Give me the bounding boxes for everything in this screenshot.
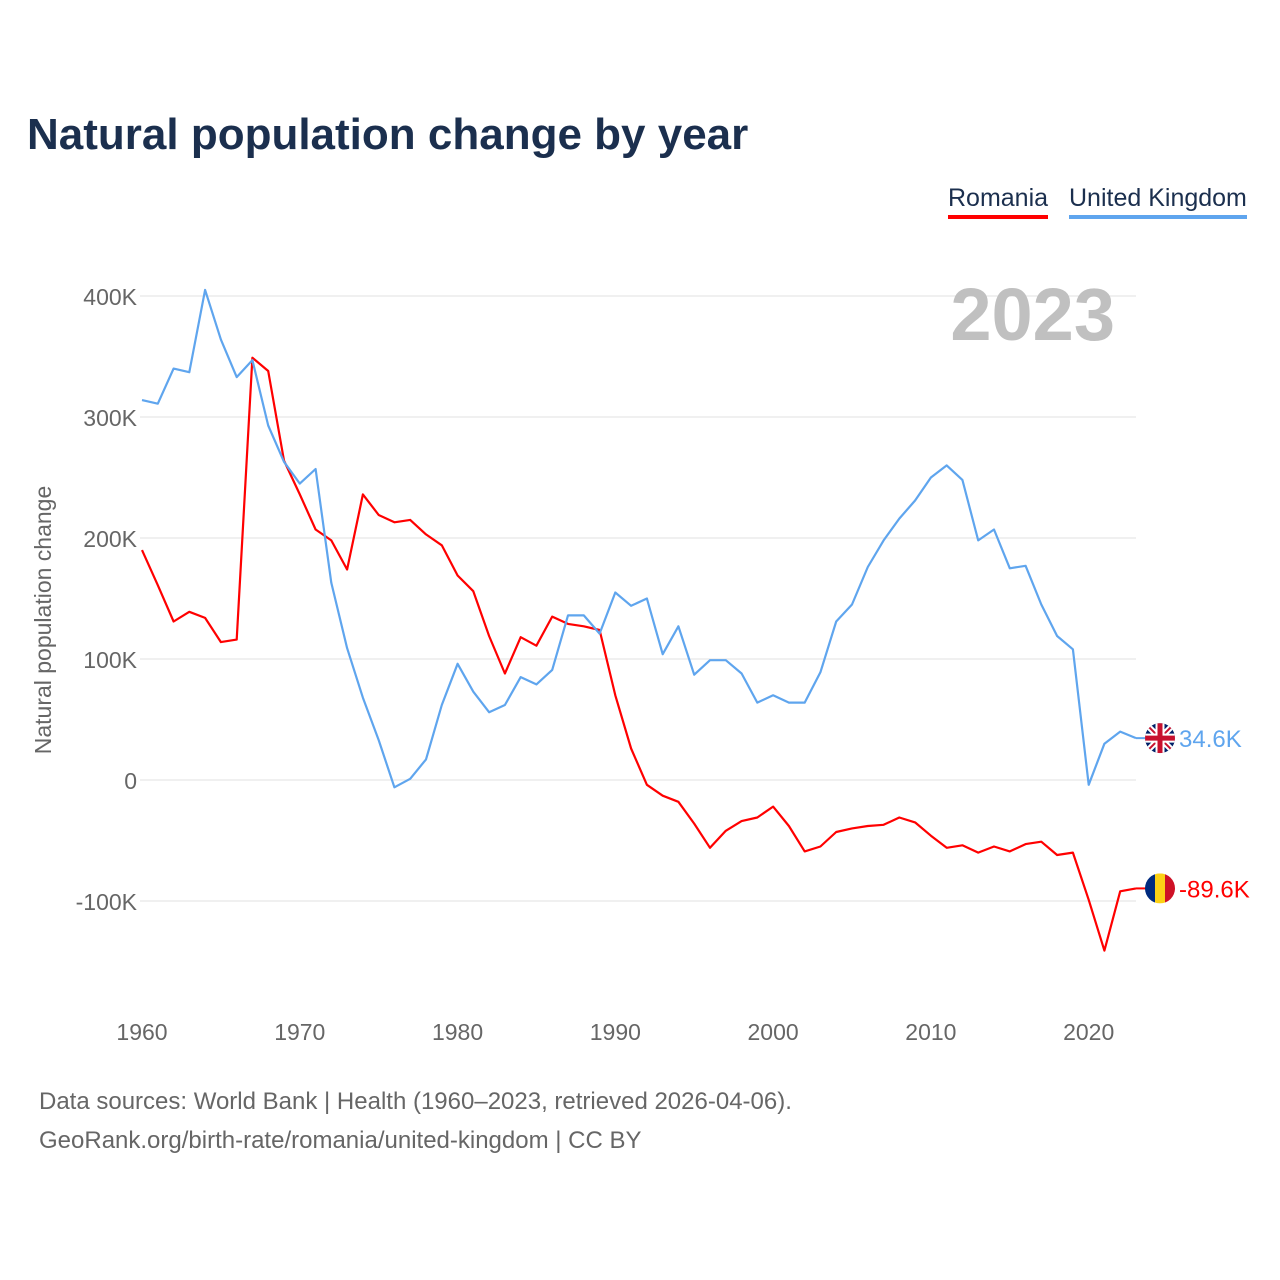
united-kingdom-flag-icon [1145,723,1175,754]
y-tick-label: -100K [76,889,138,915]
chart-title: Natural population change by year [27,110,749,159]
legend-romania[interactable]: Romania [948,184,1049,219]
end-value-label: -89.6K [1179,876,1250,903]
x-tick-label: 2010 [905,1019,956,1045]
x-tick-label: 1980 [432,1019,483,1045]
series-line-romania [140,356,1137,952]
romania-flag-icon [1145,873,1175,904]
footer-credit: GeoRank.org/birth-rate/romania/united-ki… [39,1127,642,1154]
y-tick-label: 200K [83,526,137,552]
y-tick-label: 400K [83,284,137,310]
footer-sources: Data sources: World Bank | Health (1960–… [39,1088,792,1115]
legend-united-kingdom[interactable]: United Kingdom [1069,184,1247,219]
y-axis-label: Natural population change [30,486,56,755]
x-tick-label: 1970 [274,1019,325,1045]
x-tick-label: 1990 [590,1019,641,1045]
x-tick-label: 2020 [1063,1019,1114,1045]
year-label: 2023 [950,273,1115,356]
y-tick-label: 100K [83,647,137,673]
y-tick-label: 0 [124,768,137,794]
y-tick-label: 300K [83,405,137,431]
x-tick-label: 2000 [748,1019,799,1045]
end-value-label: 34.6K [1179,726,1242,753]
x-tick-label: 1960 [116,1019,167,1045]
series-line-united-kingdom [141,288,1137,789]
